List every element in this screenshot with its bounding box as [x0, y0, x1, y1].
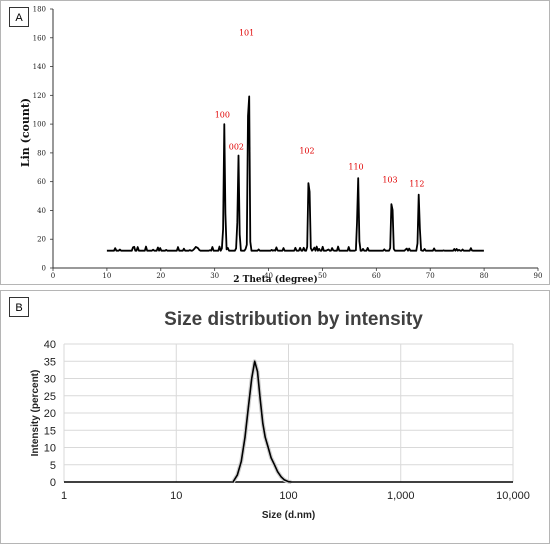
y-tick-label: 10: [44, 443, 56, 455]
data-point: [262, 422, 264, 424]
y-tick-label: 80: [37, 149, 46, 157]
y-tick-label: 35: [44, 356, 56, 368]
peak-label-110: 110: [348, 162, 363, 171]
data-point: [247, 405, 250, 407]
x-tick-label: 50: [318, 272, 327, 280]
data-point: [254, 360, 256, 362]
data-point: [244, 436, 246, 438]
size-distribution-panel: B Size distribution by intensity 0 5 10 15 20…: [0, 290, 550, 544]
size-distribution-chart: Size distribution by intensity 0 5 10 15 20 25…: [30, 309, 530, 521]
data-point: [283, 479, 285, 481]
y-tick-label: 25: [44, 391, 56, 403]
y-tick-label: 5: [50, 460, 56, 472]
x-tick-label: 10: [102, 272, 111, 280]
data-point: [251, 377, 253, 380]
x-tick-label: 30: [210, 272, 219, 280]
data-point: [267, 446, 269, 449]
x-tick-label: 0: [51, 272, 55, 280]
peak-label-103: 103: [382, 175, 397, 184]
panel-label-b: B: [9, 297, 29, 317]
y-tick-label: 160: [33, 34, 46, 42]
x-tick-label: 60: [372, 272, 381, 280]
x-tick-label: 1: [61, 490, 67, 502]
peak-label-112: 112: [409, 180, 424, 189]
data-point: [280, 476, 282, 478]
data-point: [259, 398, 261, 400]
x-tick-label: 70: [426, 272, 435, 280]
data-point: [236, 474, 238, 476]
xrd-pattern-line: [106, 95, 484, 252]
data-point: [287, 481, 290, 483]
x-tick-label: 10,000: [496, 490, 530, 502]
y-axis-title: Lin (count): [19, 98, 32, 167]
data-point: [270, 457, 272, 459]
data-point: [256, 371, 259, 373]
peak-label-102: 102: [299, 147, 314, 156]
y-tick-label: 120: [33, 92, 46, 100]
chart-title: Size distribution by intensity: [164, 309, 423, 330]
y-tick-label: 30: [44, 374, 56, 386]
data-point: [277, 471, 279, 473]
y-axis-title: Intensity (percent): [30, 370, 41, 457]
y-tick-label: 40: [44, 339, 56, 351]
data-point: [273, 464, 276, 466]
y-tick-label: 180: [33, 6, 46, 14]
x-tick-label: 20: [156, 272, 165, 280]
x-tick-label: 40: [264, 272, 273, 280]
data-point: [264, 436, 266, 438]
x-axis-title: 2 Theta (degree): [233, 274, 318, 284]
peak-label-101: 101: [239, 29, 254, 38]
y-tick-label: 20: [44, 408, 56, 420]
xrd-panel: A 0 10 20 30 40 50 60 70 80 90 0 20 40 60 80 100 120 140 1…: [0, 0, 550, 285]
x-tick-label: 80: [480, 272, 489, 280]
xrd-chart: 0 10 20 30 40 50 60 70 80 90 0 20 40 60 80 100 120 140 160…: [19, 6, 543, 285]
y-tick-label: 140: [33, 63, 46, 71]
x-tick-label: 10: [170, 490, 182, 502]
peak-label-002: 002: [229, 142, 244, 151]
peak-label-100: 100: [215, 111, 230, 120]
y-tick-label: 0: [42, 265, 46, 273]
y-tick-label: 40: [37, 207, 46, 215]
data-point: [290, 481, 292, 483]
x-tick-label: 100: [279, 490, 297, 502]
x-tick-label: 1,000: [387, 490, 415, 502]
x-tick-label: 90: [534, 272, 543, 280]
y-tick-label: 0: [50, 477, 56, 489]
y-tick-label: 100: [33, 121, 46, 129]
data-point: [232, 481, 234, 483]
y-tick-label: 20: [37, 236, 46, 244]
data-point: [240, 460, 242, 462]
y-tick-label: 60: [37, 178, 46, 186]
panel-label-a: A: [9, 7, 29, 27]
y-tick-label: 15: [44, 425, 56, 437]
x-axis-title: Size (d.nm): [262, 510, 315, 521]
